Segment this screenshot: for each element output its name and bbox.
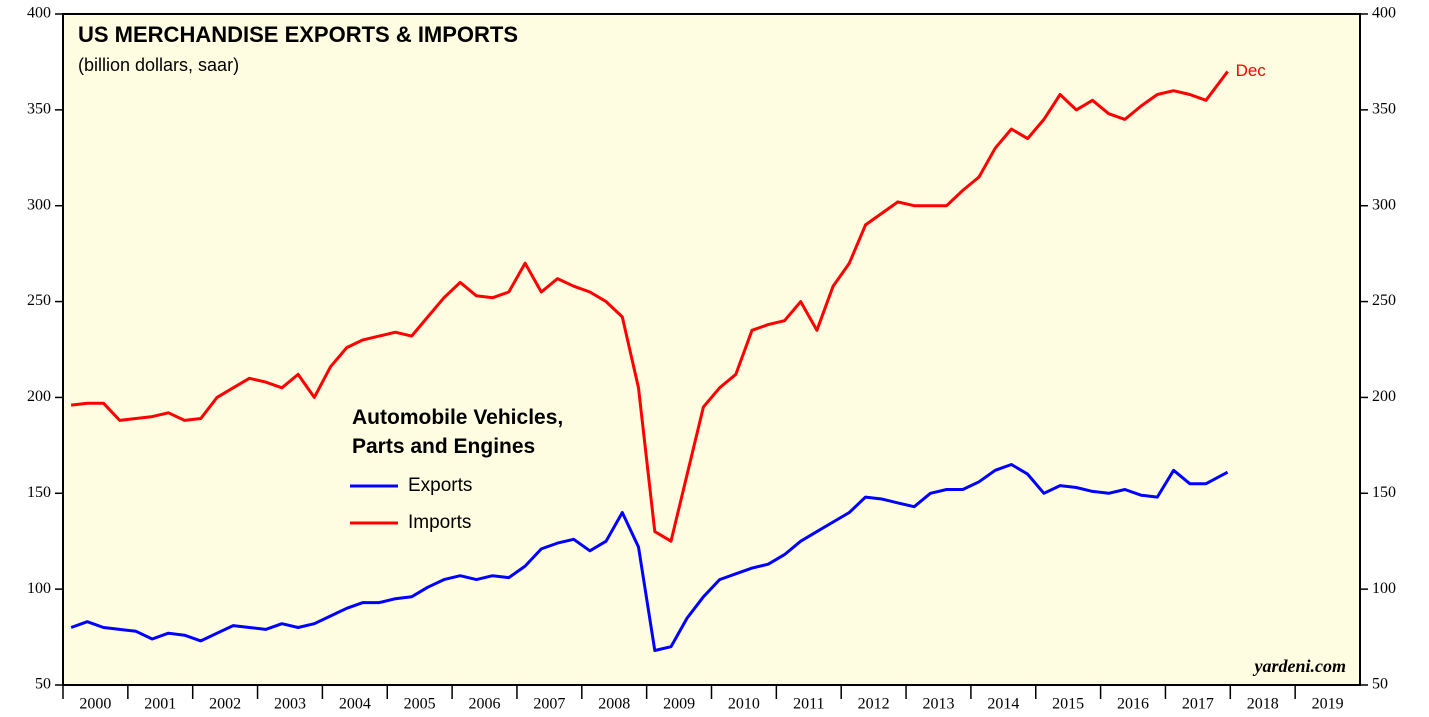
y-tick-label: 250: [27, 292, 51, 309]
end-annotation: Dec: [1236, 61, 1267, 80]
y-tick-label: 100: [27, 580, 51, 597]
x-tick-label: 2012: [858, 696, 890, 713]
x-tick-label: 2016: [1117, 696, 1149, 713]
x-tick-label: 2015: [1052, 696, 1084, 713]
chart-title: US MERCHANDISE EXPORTS & IMPORTS: [78, 22, 518, 47]
plot-background: [62, 13, 1361, 686]
x-tick-label: 2005: [404, 696, 436, 713]
legend-title: Parts and Engines: [352, 435, 535, 458]
x-tick-label: 2002: [209, 696, 241, 713]
legend-label: Imports: [408, 512, 471, 533]
x-tick-label: 2001: [144, 696, 176, 713]
series-line: [70, 463, 1229, 652]
y2-tick-label: 50: [1372, 676, 1388, 693]
y-tick-label: 350: [27, 101, 51, 118]
y2-tick-label: 150: [1372, 484, 1396, 501]
x-tick-label: 2017: [1182, 696, 1214, 713]
x-tick-label: 2009: [663, 696, 695, 713]
y2-tick-label: 100: [1372, 580, 1396, 597]
y-tick-label: 300: [27, 196, 51, 213]
legend-title: Automobile Vehicles,: [352, 406, 563, 429]
y2-tick-label: 400: [1372, 5, 1396, 22]
y-tick-label: 400: [27, 5, 51, 22]
chart-subtitle: (billion dollars, saar): [78, 55, 239, 75]
x-tick-label: 2007: [533, 696, 565, 713]
y2-tick-label: 300: [1372, 196, 1396, 213]
y-tick-label: 50: [35, 676, 51, 693]
x-tick-label: 2003: [274, 696, 306, 713]
y2-tick-label: 250: [1372, 292, 1396, 309]
x-tick-label: 2008: [598, 696, 630, 713]
y2-tick-label: 200: [1372, 388, 1396, 405]
y2-tick-label: 350: [1372, 101, 1396, 118]
x-tick-label: 2014: [987, 696, 1019, 713]
y-tick-label: 150: [27, 484, 51, 501]
source-label: yardeni.com: [1253, 656, 1347, 676]
y-tick-label: 200: [27, 388, 51, 405]
x-tick-label: 2004: [339, 696, 371, 713]
legend-label: Exports: [408, 475, 472, 496]
series-line: [70, 70, 1229, 543]
x-tick-label: 2013: [922, 696, 954, 713]
x-tick-label: 2010: [728, 696, 760, 713]
x-tick-label: 2011: [793, 696, 824, 713]
x-tick-label: 2019: [1312, 696, 1344, 713]
x-tick-label: 2018: [1247, 696, 1279, 713]
x-tick-label: 2000: [79, 696, 111, 713]
x-tick-label: 2006: [469, 696, 501, 713]
